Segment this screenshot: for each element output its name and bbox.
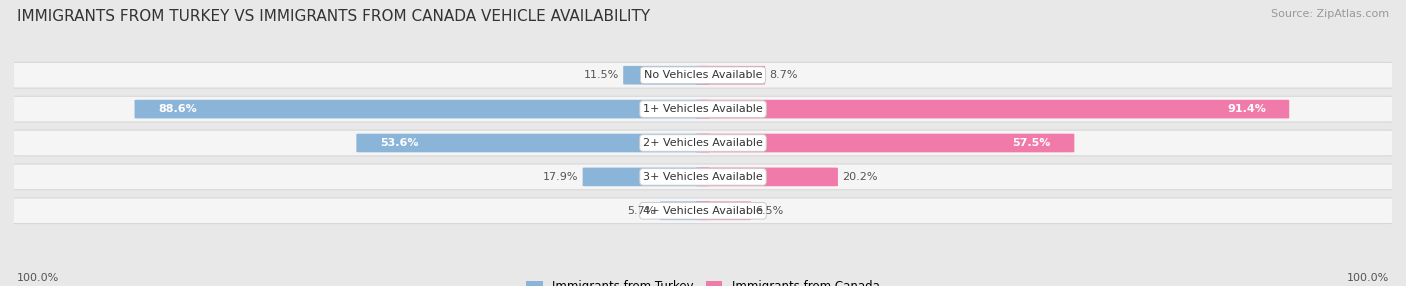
FancyBboxPatch shape bbox=[135, 100, 710, 118]
FancyBboxPatch shape bbox=[7, 130, 1399, 156]
Text: 1+ Vehicles Available: 1+ Vehicles Available bbox=[643, 104, 763, 114]
FancyBboxPatch shape bbox=[7, 198, 1399, 224]
FancyBboxPatch shape bbox=[7, 62, 1399, 88]
Text: 100.0%: 100.0% bbox=[17, 273, 59, 283]
Text: 8.7%: 8.7% bbox=[769, 70, 797, 80]
Text: 4+ Vehicles Available: 4+ Vehicles Available bbox=[643, 206, 763, 216]
FancyBboxPatch shape bbox=[696, 134, 1074, 152]
Text: 6.5%: 6.5% bbox=[755, 206, 783, 216]
FancyBboxPatch shape bbox=[696, 66, 765, 85]
Text: 88.6%: 88.6% bbox=[157, 104, 197, 114]
Text: No Vehicles Available: No Vehicles Available bbox=[644, 70, 762, 80]
Text: 2+ Vehicles Available: 2+ Vehicles Available bbox=[643, 138, 763, 148]
FancyBboxPatch shape bbox=[623, 66, 710, 85]
FancyBboxPatch shape bbox=[696, 201, 751, 220]
FancyBboxPatch shape bbox=[696, 168, 838, 186]
Text: 20.2%: 20.2% bbox=[842, 172, 877, 182]
FancyBboxPatch shape bbox=[582, 168, 710, 186]
Text: 11.5%: 11.5% bbox=[583, 70, 619, 80]
Text: 91.4%: 91.4% bbox=[1227, 104, 1265, 114]
Text: 57.5%: 57.5% bbox=[1012, 138, 1050, 148]
FancyBboxPatch shape bbox=[696, 100, 1289, 118]
Text: 100.0%: 100.0% bbox=[1347, 273, 1389, 283]
FancyBboxPatch shape bbox=[7, 96, 1399, 122]
Text: 5.7%: 5.7% bbox=[627, 206, 655, 216]
Text: IMMIGRANTS FROM TURKEY VS IMMIGRANTS FROM CANADA VEHICLE AVAILABILITY: IMMIGRANTS FROM TURKEY VS IMMIGRANTS FRO… bbox=[17, 9, 650, 23]
FancyBboxPatch shape bbox=[659, 201, 710, 220]
FancyBboxPatch shape bbox=[356, 134, 710, 152]
Text: 53.6%: 53.6% bbox=[380, 138, 419, 148]
Text: Source: ZipAtlas.com: Source: ZipAtlas.com bbox=[1271, 9, 1389, 19]
Text: 17.9%: 17.9% bbox=[543, 172, 578, 182]
Legend: Immigrants from Turkey, Immigrants from Canada: Immigrants from Turkey, Immigrants from … bbox=[522, 276, 884, 286]
Text: 3+ Vehicles Available: 3+ Vehicles Available bbox=[643, 172, 763, 182]
FancyBboxPatch shape bbox=[7, 164, 1399, 190]
